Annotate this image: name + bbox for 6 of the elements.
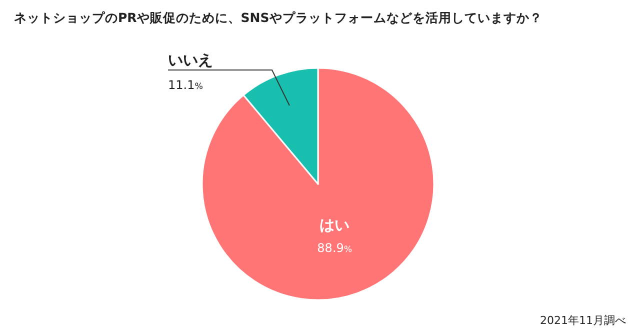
- text: 2021年11月調べ: [540, 314, 626, 327]
- chart-title: ネットショップのPRや販促のために、SNSやプラットフォームなどを活用していますか？: [14, 10, 542, 25]
- slice-label: いいえ: [168, 51, 213, 69]
- data-label: 11.1%: [168, 78, 203, 92]
- data-label: 88.9%: [317, 240, 352, 255]
- slice-label: はい: [320, 216, 350, 234]
